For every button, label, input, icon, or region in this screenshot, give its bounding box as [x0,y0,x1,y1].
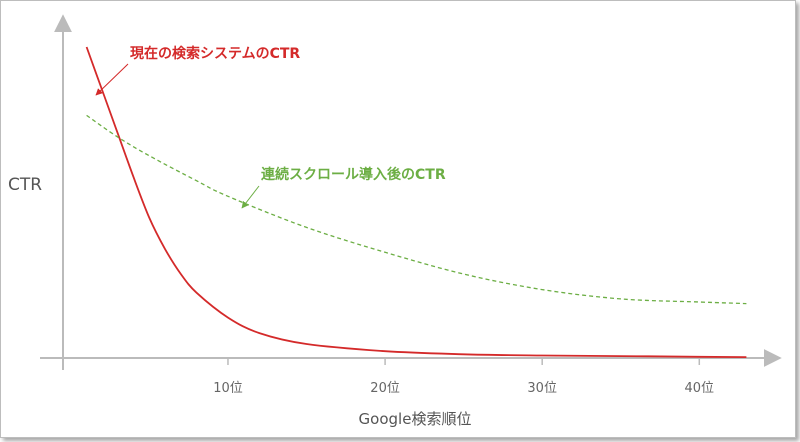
series-line-current [85,46,747,358]
series-line-scroll [86,114,747,305]
x-tick-label: 20位 [370,381,400,396]
annotation-current-ctr: 現在の検索システムのCTR [130,45,300,62]
x-tick-label: 10位 [213,381,243,396]
annotation-scroll-ctr: 連続スクロール導入後のCTR [261,166,446,183]
annotation-scroll-arrow [241,185,260,209]
annotation-current-arrow [95,63,129,96]
x-tick-label: 30位 [527,381,557,396]
x-tick-label: 40位 [685,381,715,396]
x-ticks [227,358,701,365]
y-axis-label: CTR [8,175,42,195]
x-axis-label: Google検索順位 [359,410,472,428]
x-tick-labels: 10位 20位 30位 40位 [213,381,714,396]
